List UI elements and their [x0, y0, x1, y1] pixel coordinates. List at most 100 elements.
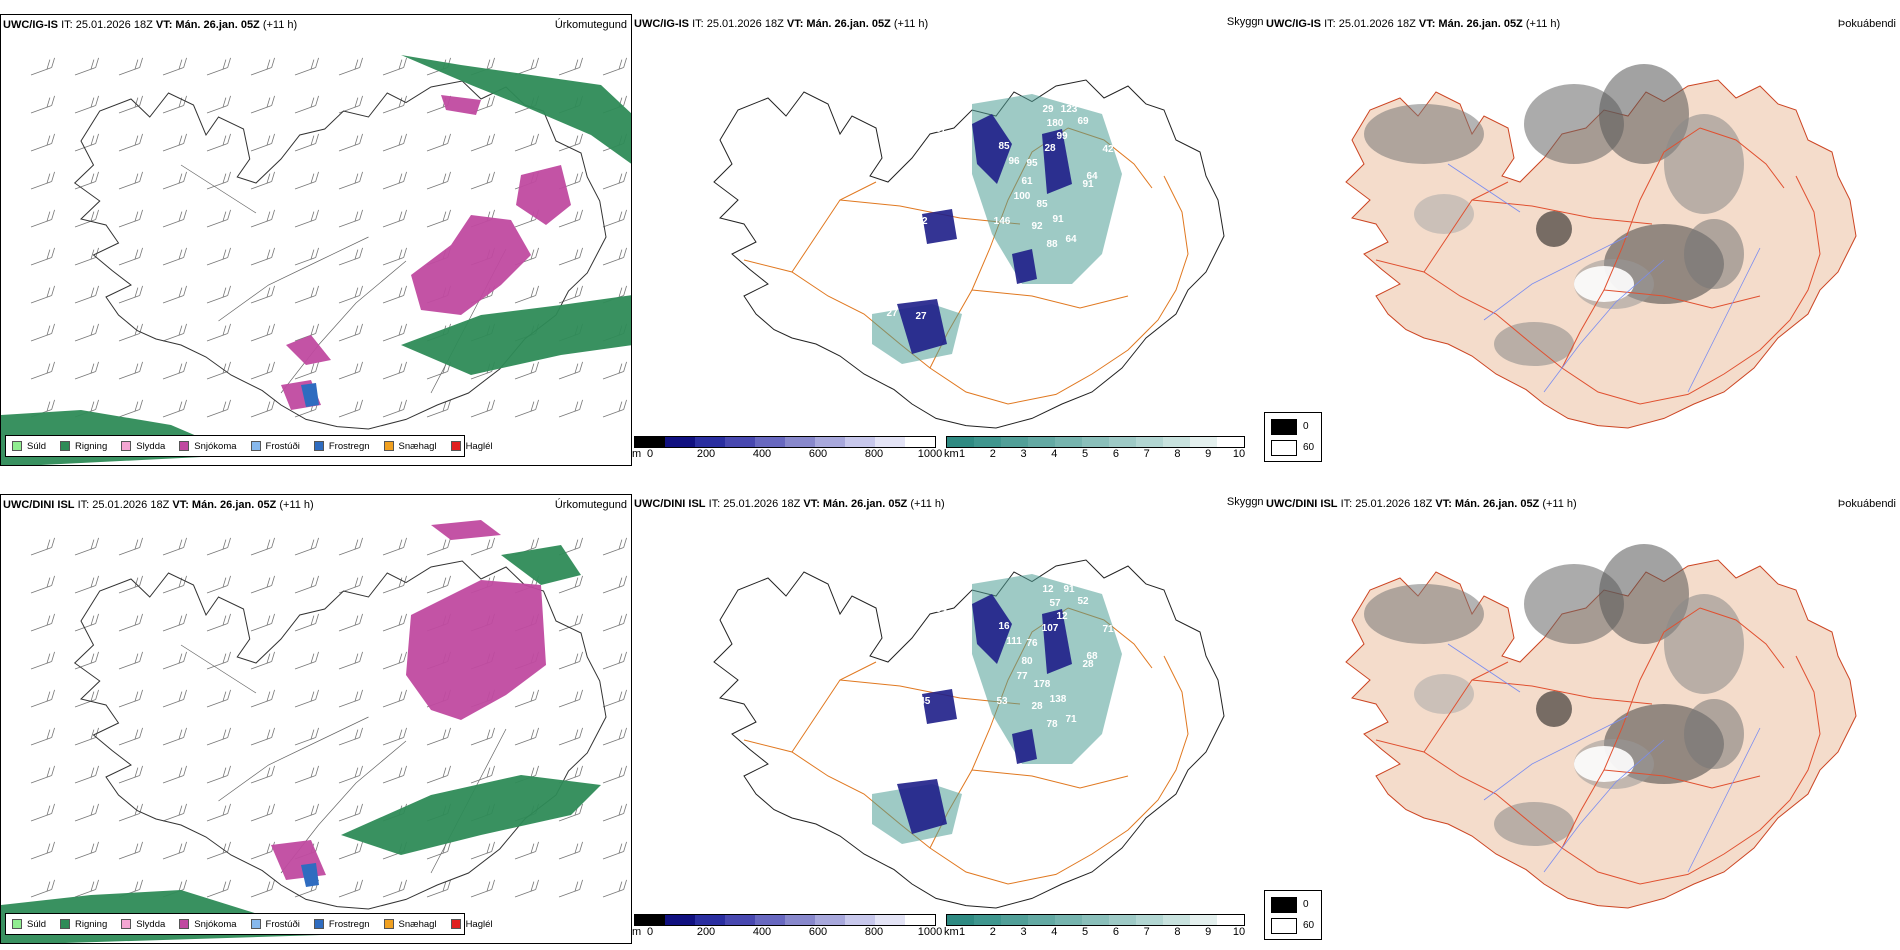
colorbar-swatch	[1082, 437, 1109, 447]
legend-item: Snjókoma	[179, 441, 237, 452]
colorbar-tick: 1000	[917, 448, 943, 460]
wind-barb	[382, 727, 407, 746]
visibility-value: 138	[1050, 694, 1067, 705]
wind-barb	[162, 361, 187, 380]
fog-area	[1684, 219, 1744, 289]
wind-barb	[74, 841, 99, 860]
colorbar-swatch	[1190, 915, 1217, 925]
wind-barb	[162, 765, 187, 784]
colorbar-tick: 6	[1112, 448, 1119, 460]
wind-barb	[162, 209, 187, 228]
legend-swatch	[383, 919, 394, 929]
colorbar-tick: 5	[1082, 448, 1089, 460]
colorbar-unit: m	[632, 926, 642, 938]
colorbar-tick: 9	[1205, 926, 1212, 938]
wind-barb	[206, 361, 231, 380]
visibility-value: 262	[1012, 546, 1029, 557]
colorbar-swatch	[974, 915, 1001, 925]
colorbar-unit: km	[944, 926, 959, 938]
wind-barb	[514, 361, 539, 380]
visibility-value: 54	[935, 604, 947, 615]
wind-barb	[162, 247, 187, 266]
wind-barb	[162, 133, 187, 152]
wind-barb	[294, 537, 319, 556]
wind-barb	[426, 133, 451, 152]
wind-barb	[30, 879, 55, 898]
colorbar-tick: 0	[646, 448, 654, 460]
wind-barb	[470, 537, 495, 556]
wind-barb	[470, 765, 495, 784]
colorbar-swatch	[695, 915, 725, 925]
colorbar-swatch	[845, 915, 875, 925]
wind-barb	[250, 879, 275, 898]
legend-item: Snæhagl	[383, 441, 437, 452]
colorbar-tick: 200	[696, 448, 716, 460]
precip-area	[411, 215, 531, 315]
precip-type-map	[1, 520, 627, 943]
wind-barb	[206, 613, 231, 632]
visibility-value: 284	[1012, 66, 1029, 77]
wind-barb	[162, 803, 187, 822]
wind-barb	[30, 323, 55, 342]
wind-barb	[250, 803, 275, 822]
wind-barb	[206, 133, 231, 152]
wind-barb	[382, 247, 407, 266]
wind-barb	[206, 247, 231, 266]
panel-title: UWC/DINI ISL IT: 25.01.2026 18Z VT: Mán.…	[3, 499, 314, 511]
legend-item: Snæhagl	[383, 918, 437, 930]
visibility-area	[1012, 249, 1037, 284]
fog-area	[1684, 699, 1744, 769]
colorbar-tick: 400	[752, 448, 772, 460]
colorbar-tick: 3	[1020, 926, 1027, 938]
wind-barb	[338, 879, 363, 898]
iceland-outline	[75, 81, 606, 429]
visibility-value: 180	[1047, 118, 1064, 129]
visibility-value: 68	[1086, 651, 1098, 662]
wind-barb	[382, 765, 407, 784]
precip-area	[401, 295, 631, 375]
height-colorbar: m 0 200 400 600 800 1000	[632, 436, 942, 466]
wind-barb	[338, 95, 363, 114]
wind-barb	[514, 285, 539, 304]
wind-barb	[118, 95, 143, 114]
wind-barb	[470, 171, 495, 190]
legend-label: Frostregn	[328, 918, 370, 930]
wind-barb	[602, 727, 627, 746]
wind-barb	[382, 651, 407, 670]
wind-barb	[118, 171, 143, 190]
wind-barb	[294, 95, 319, 114]
wind-barb	[74, 285, 99, 304]
wind-barb	[602, 841, 627, 860]
legend-swatch	[12, 441, 22, 451]
wind-barb	[426, 765, 451, 784]
wind-barb	[74, 133, 99, 152]
panel-name: Skyggni	[1226, 496, 1264, 508]
panel-name: Þokuábendi	[1837, 498, 1896, 510]
wind-barb	[338, 765, 363, 784]
wind-barb	[30, 575, 55, 594]
wind-barb	[514, 399, 539, 418]
precip-areas	[1, 520, 601, 943]
wind-barb	[162, 613, 187, 632]
fog-legend: 0 60	[1264, 890, 1322, 940]
colorbar-strip	[634, 914, 936, 926]
visibility-area	[972, 594, 1012, 664]
wind-barb	[162, 171, 187, 190]
wind-barb	[558, 727, 583, 746]
visibility-area	[897, 299, 947, 354]
wind-barb	[74, 727, 99, 746]
panel-title: UWC/DINI ISL IT: 25.01.2026 18Z VT: Mán.…	[634, 498, 945, 510]
wind-barb	[30, 171, 55, 190]
legend-swatch	[250, 441, 261, 451]
colorbar-swatch	[947, 915, 974, 925]
colorbar-tick: 10	[1232, 926, 1246, 938]
wind-barb	[426, 399, 451, 418]
legend-label: Snæhagl	[398, 918, 437, 930]
wind-barb	[338, 803, 363, 822]
colorbar-swatch	[1136, 437, 1163, 447]
wind-barb	[382, 171, 407, 190]
wind-barb	[250, 57, 275, 76]
wind-barb	[206, 399, 231, 418]
colorbar-swatch	[875, 915, 905, 925]
wind-barb	[602, 689, 627, 708]
